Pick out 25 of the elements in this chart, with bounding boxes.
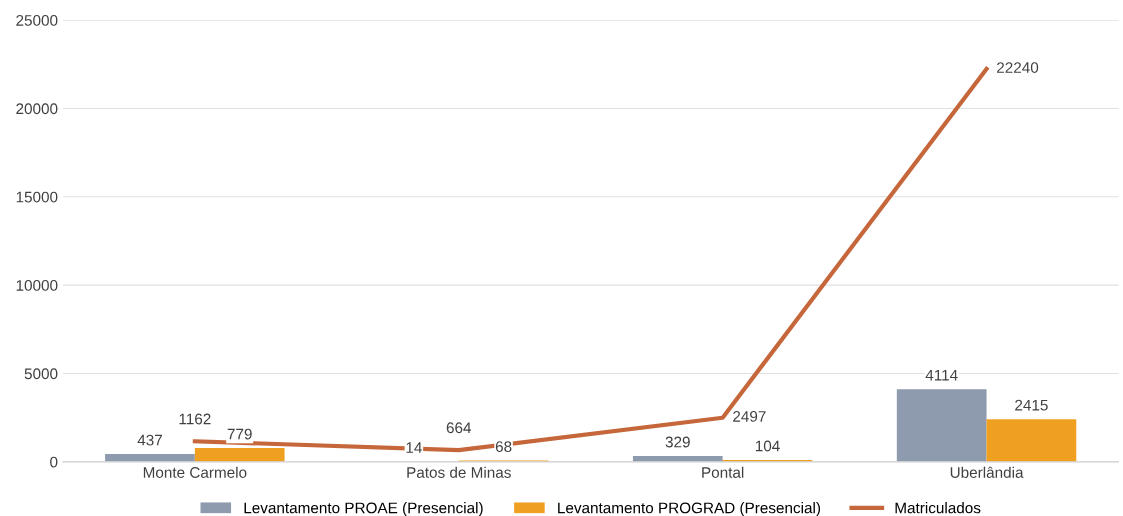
x-tick-label: Pontal: [702, 466, 744, 478]
y-tick-label: 20000: [16, 103, 58, 115]
y-tick-label: 15000: [16, 191, 58, 203]
x-tick-label: Patos de Minas: [407, 466, 511, 478]
x-tick-label: Monte Carmelo: [143, 466, 247, 478]
y-tick-label: 0: [50, 456, 58, 468]
legend-label: Matriculados: [895, 502, 981, 514]
data-label: 4114: [925, 369, 958, 381]
data-label: 68: [495, 441, 512, 453]
data-label: 664: [446, 422, 472, 434]
y-tick-label: 5000: [24, 368, 58, 380]
y-tick-label: 10000: [16, 280, 58, 291]
x-tick-label: Uberlândia: [950, 466, 1024, 478]
y-tick-label: 25000: [16, 14, 58, 26]
legend-label: Levantamento PROAE (Presencial): [244, 502, 483, 516]
data-label: 1162: [179, 413, 211, 425]
data-label: 14: [406, 442, 422, 453]
data-label: 329: [665, 436, 690, 448]
data-label: 2497: [733, 410, 766, 422]
data-label: 779: [227, 428, 252, 440]
data-label: 104: [755, 440, 780, 452]
data-label: 2415: [1015, 399, 1048, 411]
legend-label: Levantamento PROGRAD (Presencial): [558, 502, 821, 516]
data-label: 22240: [997, 62, 1039, 73]
data-label: 437: [137, 434, 162, 446]
